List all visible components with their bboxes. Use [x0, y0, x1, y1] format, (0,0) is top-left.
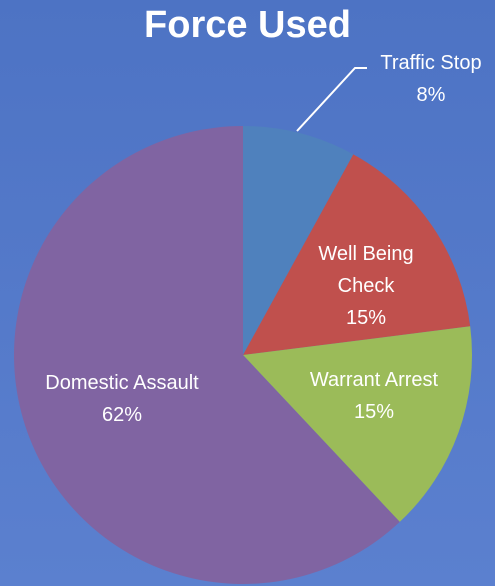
- pie-slice: [243, 126, 354, 355]
- leader-line: [296, 67, 367, 132]
- slice-label: Warrant Arrest: [309, 369, 439, 391]
- pie-slice: [14, 126, 400, 584]
- value-label: 15%: [345, 307, 387, 329]
- value-label: 15%: [353, 401, 395, 423]
- pie-slice: [243, 326, 473, 522]
- value-label: 8%: [416, 84, 446, 106]
- chart-title: Force Used: [144, 4, 351, 46]
- slice-label: Well Being Check: [318, 243, 414, 297]
- pie-slice: [243, 154, 471, 355]
- value-label: 62%: [101, 404, 143, 426]
- slice-label: Traffic Stop: [380, 52, 482, 74]
- slice-label: Domestic Assault: [45, 372, 199, 394]
